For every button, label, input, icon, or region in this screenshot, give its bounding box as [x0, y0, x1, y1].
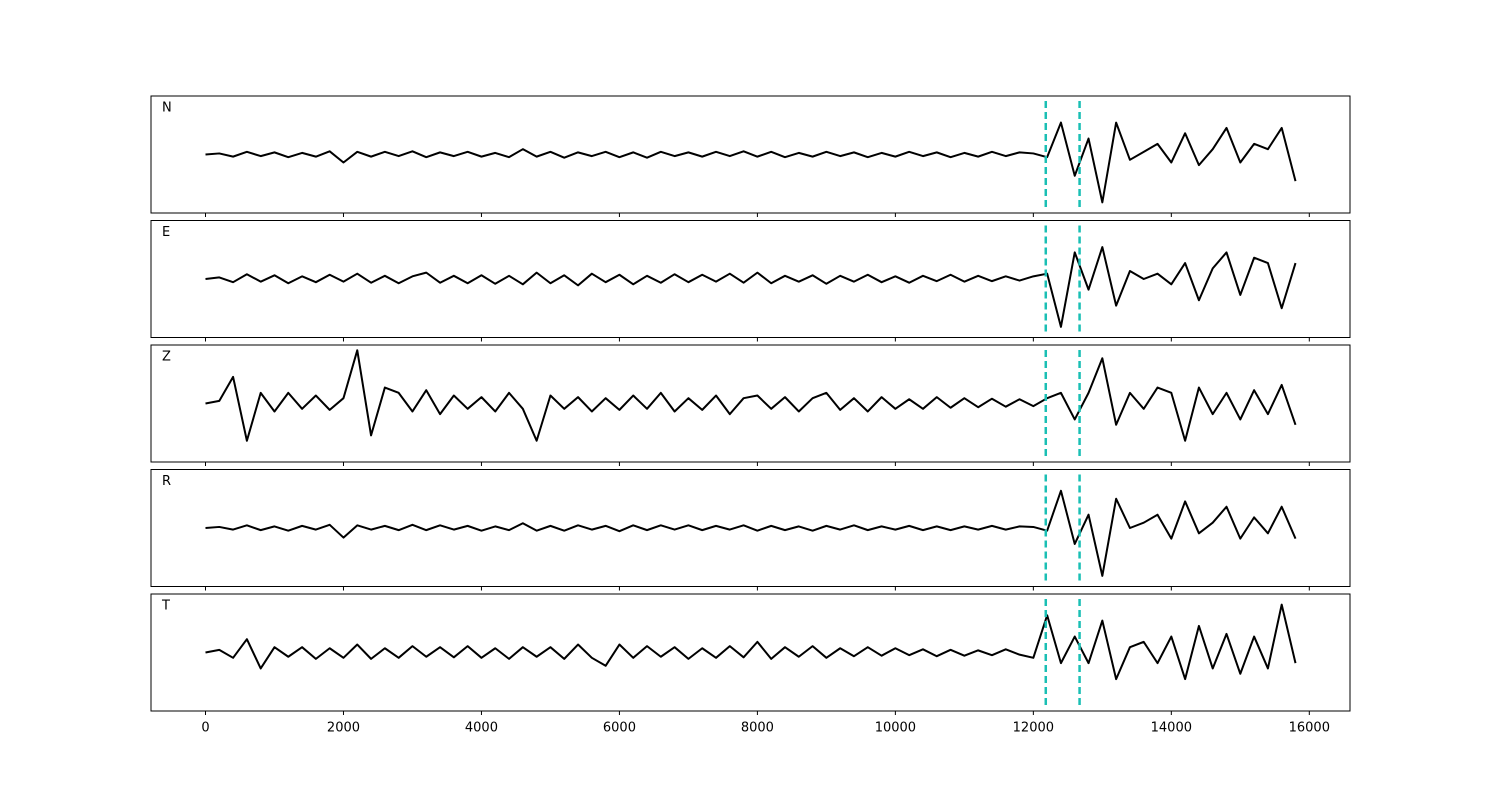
x-tick-label: 6000 — [603, 721, 636, 736]
panel-label: Z — [162, 350, 171, 365]
panel-label: R — [162, 474, 171, 489]
trace — [205, 603, 1297, 681]
trace — [205, 349, 1297, 442]
x-tick-label: 8000 — [741, 721, 774, 736]
x-tick-label: 16000 — [1289, 721, 1330, 736]
x-tick-label: 2000 — [327, 721, 360, 736]
panel-frame — [150, 95, 1351, 214]
trace — [205, 121, 1297, 204]
trace — [205, 489, 1297, 577]
x-tick-label: 14000 — [1151, 721, 1192, 736]
x-tick-label: 10000 — [875, 721, 916, 736]
panel-label: E — [162, 225, 170, 240]
panel-frame — [150, 220, 1351, 338]
panel-frame — [150, 469, 1351, 587]
x-tick-label: 12000 — [1013, 721, 1054, 736]
x-tick-label: 0 — [201, 721, 209, 736]
panel-label: T — [161, 599, 170, 614]
panel-frame — [150, 593, 1351, 712]
panel-label: N — [162, 101, 172, 116]
x-tick-label: 4000 — [465, 721, 498, 736]
panel-frame — [150, 344, 1351, 463]
trace — [205, 246, 1297, 328]
